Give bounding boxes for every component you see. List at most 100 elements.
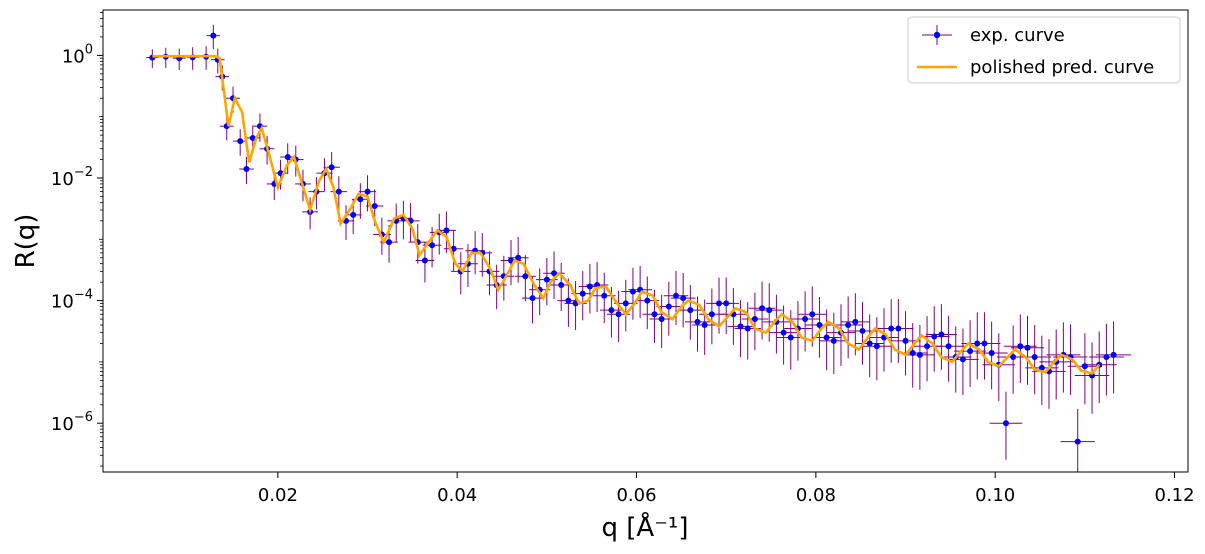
data-point [766,307,773,314]
y-tick-labels: 100 10−2 10−4 10−6 [51,42,93,435]
data-point [759,305,766,312]
data-point [1010,354,1017,361]
data-point [364,188,371,195]
y-axis-label: R(q) [11,214,41,269]
x-tick-labels: 0.02 0.04 0.06 0.08 0.10 0.12 [258,485,1195,506]
data-point [522,273,529,280]
data-point [651,311,658,318]
data-point [658,316,665,323]
data-point [708,311,715,318]
data-point [622,300,629,307]
pred-curve-line [152,54,1101,375]
data-point [981,340,988,347]
data-point [328,164,335,171]
data-point [515,254,522,261]
data-point [809,311,816,318]
exp-points [149,32,1117,445]
data-point [988,349,995,356]
data-point [780,329,787,336]
x-tick-label: 0.12 [1155,485,1195,506]
data-point [823,334,830,341]
exp-errorbars [146,24,1132,472]
data-point [744,325,751,332]
data-point [687,307,694,314]
data-point [1024,344,1031,351]
data-point [371,202,378,209]
x-axis-label: q [Å⁻¹] [602,511,689,543]
x-tick-label: 0.06 [616,485,656,506]
data-point [1031,354,1038,361]
y-tick-label: 100 [62,42,93,67]
data-point [787,334,794,341]
data-point [938,331,945,338]
data-point [967,348,974,355]
x-tick-label: 0.04 [437,485,477,506]
data-point [816,321,823,328]
data-point [565,297,572,304]
data-point [959,356,966,363]
data-point [716,300,723,307]
data-point [895,325,902,332]
data-point [1103,354,1110,361]
data-point [644,297,651,304]
data-point [243,166,250,173]
data-point [529,295,536,302]
data-point [888,325,895,332]
data-point [974,340,981,347]
data-point [931,333,938,340]
data-point [284,154,291,161]
data-point [1081,363,1088,370]
legend-exp-marker [922,25,952,45]
data-point [601,292,608,299]
data-point [608,307,615,314]
data-point [615,311,622,318]
data-point [629,288,636,295]
legend-pred-label: polished pred. curve [970,57,1154,78]
data-point [237,138,244,145]
data-point [443,227,450,234]
y-tick-label: 10−4 [51,288,93,313]
data-point [802,316,809,323]
data-point [579,290,586,297]
data-point [1017,343,1024,350]
data-point [335,188,342,195]
data-point [751,316,758,323]
data-point [909,349,916,356]
data-point [350,211,357,218]
legend: exp. curve polished pred. curve [907,16,1181,84]
legend-box [907,16,1181,84]
data-point [680,295,687,302]
plot-frame [102,9,1189,473]
y-tick-label: 10−2 [51,165,93,190]
data-point [429,242,436,249]
legend-exp-label: exp. curve [970,25,1065,46]
data-point [1074,438,1081,445]
data-point [558,281,565,288]
data-point [1002,420,1009,427]
data-point [672,292,679,299]
data-point [1110,351,1117,358]
data-point [210,32,217,39]
legend-point [933,31,941,39]
data-point [586,283,593,290]
data-point [852,318,859,325]
data-point [945,343,952,350]
x-tick-label: 0.08 [796,485,836,506]
data-point [916,351,923,358]
data-point [924,343,931,350]
data-point [723,300,730,307]
data-point [694,318,701,325]
data-point [859,327,866,334]
data-point [845,321,852,328]
data-point [249,134,256,141]
data-point [830,337,837,344]
data-point [701,321,708,328]
data-point [866,340,873,347]
data-point [1038,364,1045,371]
data-point [873,343,880,350]
data-point [551,270,558,277]
data-point [737,323,744,330]
data-point [386,239,393,246]
data-point [665,303,672,310]
